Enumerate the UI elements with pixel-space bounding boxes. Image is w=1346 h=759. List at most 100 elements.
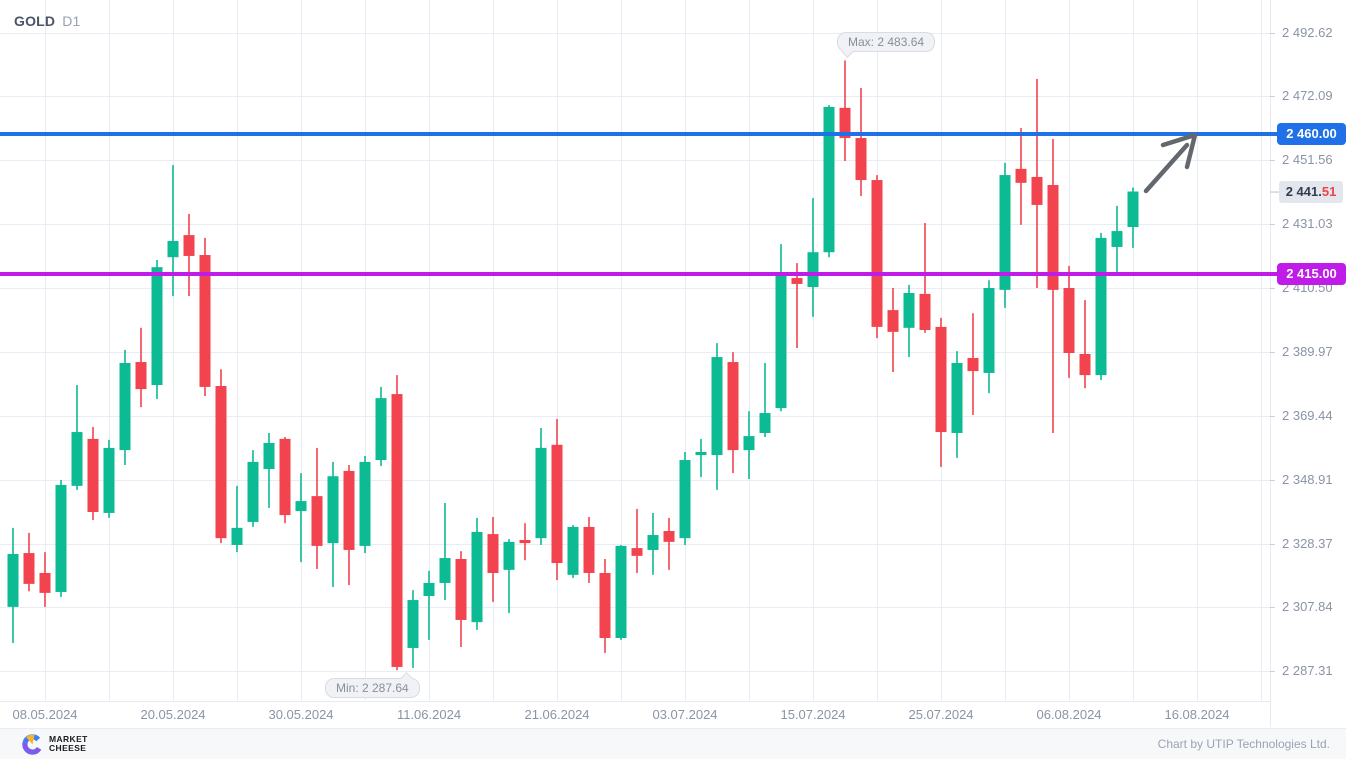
candle-body-up (423, 582, 435, 596)
candle-body-up (407, 600, 419, 648)
chart-credit: Chart by UTIP Technologies Ltd. (1157, 737, 1330, 751)
price-axis-label: 2 389.97 (1282, 343, 1333, 359)
candle-body-down (583, 526, 595, 573)
price-axis-label: 2 307.84 (1282, 599, 1333, 615)
timeframe-label: D1 (62, 13, 81, 29)
candle-body-up (1127, 191, 1139, 228)
brand-circle-icon (22, 733, 43, 755)
current-price-main: 2 441. (1285, 183, 1322, 199)
candle-body-up (503, 541, 515, 570)
candle-body-down (135, 362, 147, 390)
candle-body-down (1015, 168, 1027, 183)
candle-body-down (935, 326, 947, 433)
min-price-text: Min: 2 287.64 (336, 681, 409, 696)
brand-line-2: CHEESE (49, 743, 87, 753)
candle-body-down (487, 534, 499, 573)
candle-body-up (375, 398, 387, 461)
price-axis-label: 2 287.31 (1282, 663, 1333, 679)
logo-cheese-wedge (26, 734, 35, 744)
candle-body-down (279, 438, 291, 516)
price-axis-label: 2 369.44 (1282, 407, 1333, 423)
price-axis-label: 2 348.91 (1282, 471, 1333, 487)
candle-body-up (327, 476, 339, 544)
candle-body-up (743, 436, 755, 451)
brand-line-1: MARKET (49, 734, 88, 744)
candle-body-up (615, 545, 627, 638)
candle-body-down (23, 553, 35, 584)
candle-body-down (391, 394, 403, 667)
candle-body-up (71, 432, 83, 486)
max-price-annotation: Max: 2 483.64 (837, 32, 936, 59)
candle-body-down (599, 572, 611, 638)
candle-body-up (535, 447, 547, 539)
candle-body-up (295, 501, 307, 512)
resistance-price-badge: 2 460.00 (1277, 123, 1346, 145)
candle-body-down (455, 558, 467, 620)
candle-body-up (231, 527, 243, 545)
candle-body-down (39, 572, 51, 593)
price-axis-label: 2 328.37 (1282, 535, 1333, 551)
candle-body-down (727, 362, 739, 451)
candle-body-down (311, 496, 323, 546)
time-axis-label: 15.07.2024 (780, 707, 846, 722)
trend-arrow-barb-left (1160, 132, 1198, 148)
candle-body-up (1095, 237, 1107, 376)
trend-arrow-shaft (1143, 142, 1190, 194)
candle-body-up (647, 535, 659, 550)
chart-canvas[interactable] (0, 0, 1346, 727)
min-price-annotation: Min: 2 287.64 (325, 672, 420, 699)
candle-body-down (791, 278, 803, 284)
logo-purple-arc (22, 733, 43, 755)
candle-body-up (439, 558, 451, 583)
candle-body-up (55, 484, 67, 592)
time-axis-label: 03.07.2024 (652, 707, 718, 722)
candle-body-up (247, 461, 259, 522)
market-cheese-logo: MARKET CHEESE (22, 733, 88, 755)
price-axis-label: 2 451.56 (1282, 152, 1333, 168)
current-price-fraction: 51 (1321, 183, 1337, 199)
footer-bar: MARKET CHEESE Chart by UTIP Technologies… (0, 728, 1346, 759)
symbol-header: GOLD D1 (14, 13, 81, 29)
candle-body-up (359, 461, 371, 546)
candle-body-down (1031, 176, 1043, 205)
candle-body-down (855, 138, 867, 181)
candle-body-up (263, 442, 275, 470)
candle-body-down (663, 530, 675, 542)
candle-body-down (1063, 288, 1075, 354)
time-axis-label: 16.08.2024 (1164, 707, 1230, 722)
candle-body-up (711, 357, 723, 456)
candle-body-down (215, 386, 227, 539)
resistance-level-line (0, 132, 1279, 136)
candle-body-down (343, 470, 355, 550)
time-axis-label: 11.06.2024 (396, 707, 462, 722)
candle-body-down (871, 180, 883, 327)
max-price-text: Max: 2 483.64 (848, 35, 925, 50)
candle-body-up (1111, 231, 1123, 247)
candle-body-up (807, 252, 819, 288)
candle-body-down (199, 255, 211, 387)
brand-text: MARKET CHEESE (49, 735, 88, 753)
candle-body-up (167, 241, 179, 258)
current-price-badge: 2 441.51 (1279, 180, 1343, 203)
time-axis-label: 06.08.2024 (1036, 707, 1102, 722)
candle-body-down (839, 107, 851, 139)
symbol-name: GOLD (14, 13, 56, 29)
candle-body-down (551, 444, 563, 564)
candle-body-down (183, 235, 195, 256)
candle-body-up (7, 554, 19, 607)
candle-body-up (775, 274, 787, 409)
candle-body-up (679, 460, 691, 539)
candle-body-down (631, 548, 643, 556)
candle-body-up (951, 362, 963, 433)
candle-body-down (1079, 353, 1091, 376)
candle-body-up (119, 362, 131, 451)
candle-body-down (87, 438, 99, 512)
candle-body-up (695, 451, 707, 456)
candle-body-down (919, 293, 931, 330)
time-axis-label: 25.07.2024 (908, 707, 974, 722)
candle-body-down (1047, 185, 1059, 290)
candle-body-up (567, 526, 579, 575)
candle-body-down (519, 540, 531, 544)
time-axis-label: 21.06.2024 (524, 707, 590, 722)
